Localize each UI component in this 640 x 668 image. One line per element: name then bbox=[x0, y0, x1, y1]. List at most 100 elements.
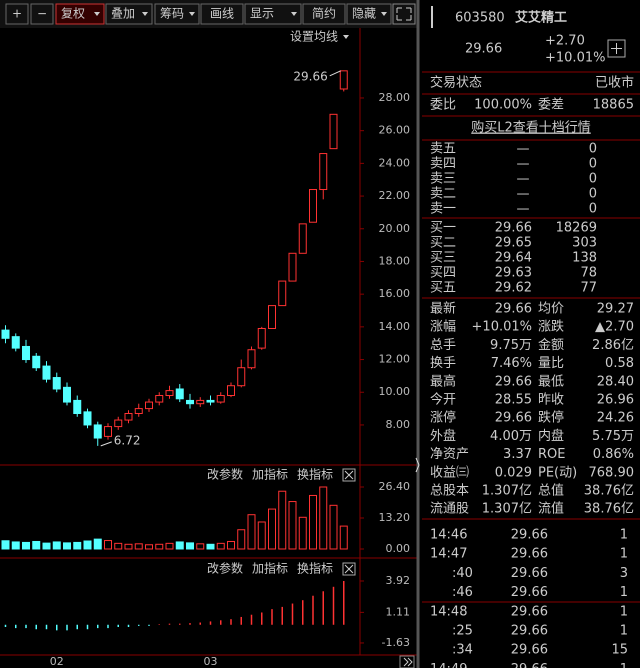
toolbar-button[interactable] bbox=[346, 3, 392, 25]
toolbar-button[interactable] bbox=[30, 3, 54, 25]
volume-bar bbox=[42, 542, 51, 550]
toolbar-button[interactable] bbox=[105, 3, 153, 25]
candle-body bbox=[257, 327, 266, 349]
indicator-tool[interactable]: 换指标 bbox=[297, 467, 333, 482]
stat-value: 29.66 bbox=[495, 302, 532, 317]
stat-value: 9.75万 bbox=[490, 338, 532, 353]
candle-body bbox=[22, 345, 30, 361]
stat-label: 跌停 bbox=[538, 410, 564, 426]
stat-label: 流值 bbox=[538, 501, 564, 517]
min-label: 6.72 bbox=[114, 433, 141, 447]
y-tick-label: 10.00 bbox=[379, 385, 411, 398]
ask-label: 卖四 bbox=[430, 157, 456, 172]
stat-label: 内盘 bbox=[538, 428, 564, 444]
label: 委比 bbox=[430, 98, 456, 113]
toolbar-button[interactable] bbox=[244, 3, 302, 25]
candle-body bbox=[309, 189, 317, 223]
stat-label: 最新 bbox=[430, 301, 456, 317]
stat-value: 28.55 bbox=[495, 393, 532, 408]
close-icon bbox=[344, 564, 354, 574]
toolbar-button[interactable] bbox=[55, 3, 105, 25]
price-change: +2.70 bbox=[545, 34, 585, 49]
candle-body bbox=[216, 395, 225, 403]
bid-price: 29.63 bbox=[495, 266, 532, 281]
candle-body bbox=[63, 386, 71, 403]
close-box[interactable] bbox=[342, 468, 356, 482]
close-box[interactable] bbox=[342, 562, 356, 576]
volume-bar bbox=[114, 542, 123, 550]
trade-time: 14:46 bbox=[430, 528, 467, 543]
volume-bar bbox=[32, 540, 41, 550]
stat-value: 26.96 bbox=[597, 393, 634, 408]
candle-body bbox=[42, 365, 51, 380]
volume-bar bbox=[196, 543, 205, 550]
stat-label: 换手 bbox=[430, 356, 456, 371]
ask-volume: 0 bbox=[589, 172, 597, 187]
min-pointer bbox=[100, 441, 112, 447]
stock-name: 艾艾精工 bbox=[515, 10, 567, 26]
candle-body bbox=[83, 411, 92, 426]
ask-volume: 0 bbox=[589, 202, 597, 217]
indicator-tool[interactable]: 改参数 bbox=[207, 561, 243, 576]
stat-value: 5.75万 bbox=[592, 429, 634, 444]
add-button[interactable] bbox=[607, 39, 626, 58]
indicator-tool[interactable]: 加指标 bbox=[252, 561, 288, 576]
stat-label: 量比 bbox=[538, 356, 564, 371]
toolbar-label: 显示 bbox=[250, 7, 274, 21]
stat-label: 涨停 bbox=[430, 410, 456, 426]
bid-label: 买四 bbox=[430, 266, 456, 281]
volume-bar bbox=[216, 542, 225, 550]
ask-price: — bbox=[517, 157, 530, 172]
trade-time: 14:49 bbox=[430, 662, 467, 668]
stat-value: 1.307亿 bbox=[482, 484, 532, 499]
trade-time: :46 bbox=[452, 585, 473, 600]
volume-bar bbox=[124, 543, 133, 550]
stat-label: 外盘 bbox=[430, 428, 456, 444]
toolbar-button[interactable] bbox=[154, 3, 200, 25]
add-icon bbox=[611, 43, 622, 54]
dropdown-arrow bbox=[94, 12, 100, 16]
toolbar-button[interactable] bbox=[200, 3, 244, 25]
indicator-tool[interactable]: 加指标 bbox=[252, 467, 288, 482]
l2-link[interactable]: 购买L2查看十档行情 bbox=[471, 120, 591, 136]
volume-bar bbox=[206, 543, 215, 550]
fullscreen-button[interactable] bbox=[392, 3, 416, 25]
stat-value: 1.307亿 bbox=[482, 502, 532, 517]
indicator-tool[interactable]: 改参数 bbox=[207, 467, 243, 482]
candle-body bbox=[11, 336, 20, 349]
ask-price: — bbox=[517, 202, 530, 217]
stat-label: 总股本 bbox=[430, 484, 469, 499]
volume-bar bbox=[145, 544, 153, 550]
candle-body bbox=[175, 388, 184, 400]
stat-label: ROE bbox=[538, 447, 565, 462]
toolbar-button[interactable] bbox=[302, 3, 346, 25]
trade-volume: 1 bbox=[620, 662, 628, 668]
scroll-button[interactable] bbox=[399, 655, 415, 668]
stat-value: 4.00万 bbox=[490, 429, 532, 444]
stat-value: 24.26 bbox=[597, 411, 634, 426]
trade-price: 29.66 bbox=[511, 585, 548, 600]
volume-bar bbox=[1, 540, 10, 550]
candle-body bbox=[124, 413, 133, 421]
stat-value: 38.76亿 bbox=[584, 502, 634, 517]
y-tick-label: 8.00 bbox=[386, 418, 411, 431]
candle-body bbox=[268, 305, 276, 329]
y-tick-label: 0.00 bbox=[386, 542, 411, 555]
y-tick-label: 13.20 bbox=[379, 511, 411, 524]
volume-bar bbox=[288, 501, 297, 550]
ask-volume: 0 bbox=[589, 157, 597, 172]
fullscreen-icon bbox=[396, 7, 412, 21]
toolbar-label: 筹码 bbox=[160, 7, 184, 21]
toolbar-label: 画线 bbox=[210, 7, 234, 21]
ma-setting[interactable]: 设置均线 bbox=[290, 30, 338, 44]
label: 委差 bbox=[538, 98, 564, 113]
ask-price: — bbox=[517, 172, 530, 187]
toolbar-button[interactable] bbox=[5, 3, 29, 25]
stat-label: 今开 bbox=[430, 392, 456, 408]
indicator-tool[interactable]: 换指标 bbox=[297, 561, 333, 576]
trade-volume: 1 bbox=[620, 624, 628, 639]
toolbar-label: 复权 bbox=[61, 7, 85, 21]
bid-price: 29.66 bbox=[495, 221, 532, 236]
stat-value: 2.86亿 bbox=[592, 338, 634, 353]
toolbar-label: 隐藏 bbox=[352, 7, 376, 21]
